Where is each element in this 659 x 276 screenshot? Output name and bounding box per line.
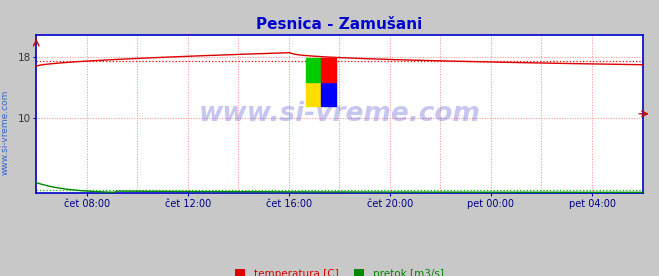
Bar (321, 58, 336, 82)
Title: Pesnica - Zamušani: Pesnica - Zamušani (256, 17, 422, 32)
Bar (306, 82, 321, 106)
Bar (306, 58, 321, 82)
Legend: temperatura [C], pretok [m3/s]: temperatura [C], pretok [m3/s] (231, 265, 448, 276)
Text: www.si-vreme.com: www.si-vreme.com (198, 101, 480, 127)
Text: www.si-vreme.com: www.si-vreme.com (1, 90, 10, 175)
Bar (321, 82, 336, 106)
